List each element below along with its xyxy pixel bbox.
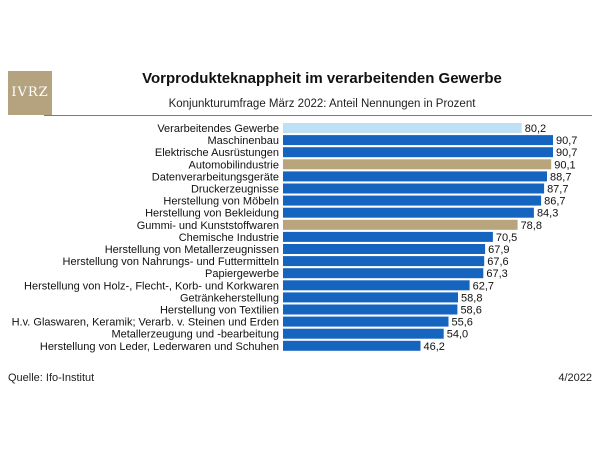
value-label-7: 84,3	[537, 208, 558, 220]
value-label-13: 62,7	[473, 280, 494, 292]
category-label-17: Metallerzeugung und -bearbeitung	[111, 329, 279, 341]
bar-13	[283, 280, 470, 290]
bar-1	[283, 135, 553, 145]
category-label-6: Herstellung von Möbeln	[163, 196, 279, 208]
value-label-14: 58,8	[461, 292, 482, 304]
bar-6	[283, 196, 541, 206]
value-label-12: 67,3	[486, 268, 507, 280]
category-label-7: Herstellung von Bekleidung	[145, 208, 279, 220]
bar-14	[283, 292, 458, 302]
bar-11	[283, 256, 484, 266]
value-label-16: 55,6	[452, 317, 473, 329]
category-label-18: Herstellung von Leder, Lederwaren und Sc…	[40, 341, 279, 353]
value-label-0: 80,2	[525, 123, 546, 135]
category-label-5: Druckerzeugnisse	[191, 184, 279, 196]
category-label-9: Chemische Industrie	[179, 232, 279, 244]
value-label-9: 70,5	[496, 232, 517, 244]
bar-18	[283, 341, 421, 351]
category-label-13: Herstellung von Holz-, Flecht-, Korb- un…	[24, 280, 279, 292]
bar-12	[283, 268, 483, 278]
value-label-15: 58,6	[460, 305, 481, 317]
value-label-8: 78,8	[521, 220, 542, 232]
value-label-2: 90,7	[556, 147, 577, 159]
bar-16	[283, 317, 449, 327]
source-note: Quelle: Ifo-Institut	[8, 372, 94, 384]
value-label-1: 90,7	[556, 135, 577, 147]
bar-15	[283, 305, 457, 315]
bar-5	[283, 184, 544, 194]
value-label-11: 67,6	[487, 256, 508, 268]
category-label-8: Gummi- und Kunststoffwaren	[137, 220, 279, 232]
bar-7	[283, 208, 534, 218]
value-label-17: 54,0	[447, 329, 468, 341]
category-label-1: Maschinenbau	[207, 135, 279, 147]
value-label-10: 67,9	[488, 244, 509, 256]
value-label-6: 86,7	[544, 196, 565, 208]
category-label-15: Herstellung von Textilien	[160, 305, 279, 317]
category-label-0: Verarbeitendes Gewerbe	[157, 123, 279, 135]
category-label-16: H.v. Glaswaren, Keramik; Verarb. v. Stei…	[12, 317, 279, 329]
bar-8	[283, 220, 518, 230]
value-label-5: 87,7	[547, 184, 568, 196]
bar-4	[283, 171, 547, 181]
bar-0	[283, 123, 522, 133]
bar-10	[283, 244, 485, 254]
bar-2	[283, 147, 553, 157]
bar-17	[283, 329, 444, 339]
category-label-10: Herstellung von Metallerzeugnissen	[105, 244, 279, 256]
value-label-3: 90,1	[554, 159, 575, 171]
category-label-12: Papiergewerbe	[205, 268, 279, 280]
bar-9	[283, 232, 493, 242]
value-label-4: 88,7	[550, 171, 571, 183]
value-label-18: 46,2	[424, 341, 445, 353]
category-label-14: Getränkeherstellung	[180, 292, 279, 304]
category-label-11: Herstellung von Nahrungs- und Futtermitt…	[63, 256, 279, 268]
date-note: 4/2022	[558, 372, 592, 384]
category-label-2: Elektrische Ausrüstungen	[155, 147, 279, 159]
bar-3	[283, 159, 551, 169]
category-label-3: Automobilindustrie	[189, 159, 280, 171]
category-label-4: Datenverarbeitungsgeräte	[152, 171, 279, 183]
